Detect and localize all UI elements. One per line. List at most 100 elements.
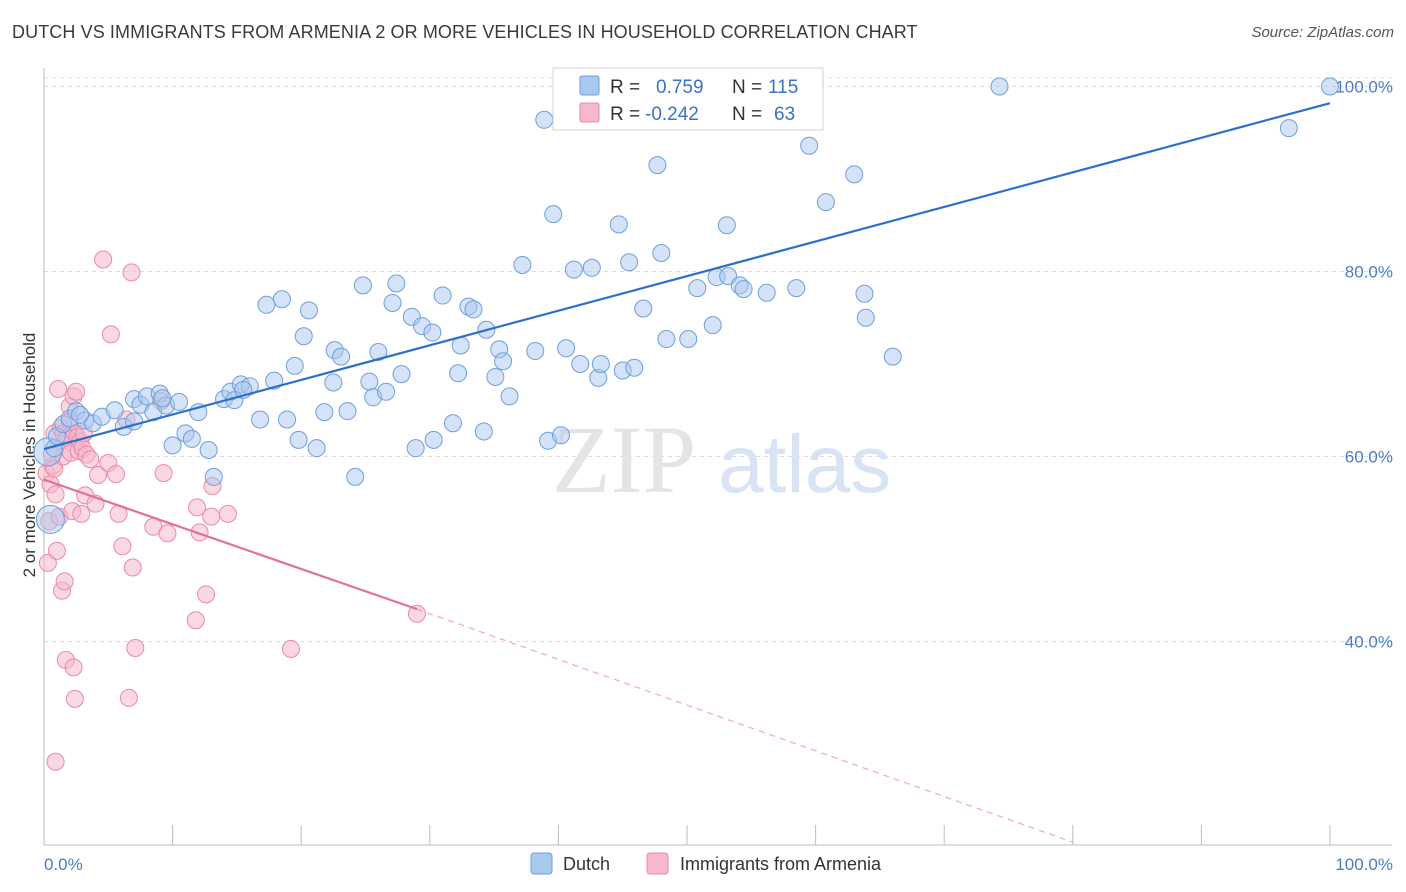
dutch-point <box>474 422 493 441</box>
watermark-zip: ZIP <box>552 406 696 513</box>
dutch-point <box>251 410 270 429</box>
y-tick-label: 100.0% <box>1335 78 1393 97</box>
dutch-point <box>551 426 570 445</box>
dutch-point <box>289 430 308 449</box>
dutch-point <box>591 355 610 373</box>
dutch-point <box>652 244 671 262</box>
top-legend: R = 0.759 N = 115 R = -0.242 N = 63 <box>552 67 824 131</box>
dutch-point <box>443 414 462 433</box>
armenia-point <box>197 585 216 604</box>
armenia-point <box>407 604 426 623</box>
dutch-point <box>500 387 519 406</box>
bottom-legend-swatch-armenia <box>646 852 669 875</box>
armenia-point <box>123 558 142 577</box>
y-tick-label: 60.0% <box>1345 448 1393 467</box>
armenia-point <box>47 541 66 560</box>
dutch-point <box>360 372 379 391</box>
dutch-point <box>513 256 532 275</box>
dutch-point <box>294 327 313 346</box>
dutch-point <box>703 316 722 335</box>
dutch-point <box>1321 77 1339 96</box>
dutch-point <box>424 430 443 449</box>
dutch-point <box>383 293 402 312</box>
armenia-point <box>49 379 68 398</box>
dutch-point <box>406 439 425 458</box>
armenia-point <box>190 523 209 542</box>
armenia-point <box>188 498 207 517</box>
dutch-point <box>315 403 334 422</box>
dutch-point <box>353 276 372 295</box>
armenia-point <box>64 658 83 677</box>
bottom-legend-label-armenia: Immigrants from Armenia <box>680 854 882 874</box>
dutch-point <box>625 358 644 377</box>
dutch-point <box>717 216 736 235</box>
armenia-point <box>186 611 205 630</box>
dutch-point <box>387 274 406 293</box>
dutch-point <box>657 330 676 349</box>
dutch-point <box>35 504 65 534</box>
dutch-point <box>324 373 343 392</box>
dutch-point <box>620 253 639 272</box>
dutch-point <box>369 342 388 361</box>
dutch-point <box>609 215 628 234</box>
dutch-point <box>787 279 806 298</box>
dutch-point <box>392 365 411 384</box>
dutch-point <box>338 402 357 421</box>
dutch-point <box>278 410 297 429</box>
armenia-point <box>38 553 57 572</box>
armenia-point <box>126 638 145 657</box>
armenia-point <box>281 639 300 658</box>
tick-labels: 40.0% 60.0% 80.0% 100.0% 0.0% 100.0% <box>44 78 1393 875</box>
chart-title: DUTCH VS IMMIGRANTS FROM ARMENIA 2 OR MO… <box>12 22 918 42</box>
armenia-point <box>119 688 138 707</box>
watermark-atlas: atlas <box>718 419 891 510</box>
y-tick-label: 40.0% <box>1345 633 1393 652</box>
armenia-point <box>46 485 65 504</box>
armenia-point <box>154 464 173 483</box>
legend-n-value-dutch: 115 <box>768 77 798 98</box>
dutch-point <box>990 77 1009 96</box>
dutch-point <box>204 467 223 486</box>
bottom-legend-swatch-dutch <box>530 852 553 875</box>
dutch-point <box>634 299 653 318</box>
dutch-point <box>272 290 291 309</box>
dutch-point <box>71 405 90 424</box>
watermark: ZIP atlas <box>552 406 891 513</box>
armenia-point <box>72 504 91 523</box>
armenia-point <box>101 325 120 344</box>
dutch-point <box>199 441 218 460</box>
armenia-point <box>89 466 108 484</box>
dutch-point <box>377 382 396 401</box>
dutch-point <box>299 301 318 320</box>
legend-r-label-armenia: R = <box>610 104 640 125</box>
dutch-point <box>423 323 442 342</box>
dutch-point <box>486 367 505 386</box>
dutch-point <box>464 300 483 319</box>
armenia-point <box>55 572 74 591</box>
dutch-point <box>285 356 304 375</box>
armenia-point <box>107 465 126 484</box>
dutch-point <box>433 286 452 305</box>
dutch-point <box>346 467 365 486</box>
dutch-point <box>449 364 468 383</box>
armenia-point <box>67 382 86 401</box>
dutch-points <box>33 77 1339 534</box>
dutch-point <box>816 193 835 212</box>
dutch-point <box>757 283 776 302</box>
trend-lines <box>43 102 1331 843</box>
dutch-point <box>564 260 583 279</box>
dutch-point <box>526 342 545 361</box>
dutch-point <box>307 439 326 458</box>
armenia-point <box>218 504 237 523</box>
dutch-trend-line <box>43 102 1331 451</box>
armenia-point <box>113 537 132 556</box>
dutch-point <box>494 352 513 371</box>
armenia-trend-extension <box>416 608 1074 843</box>
dutch-point <box>257 295 276 314</box>
legend-r-value-armenia: -0.242 <box>645 104 699 125</box>
grid-layer <box>44 77 1392 642</box>
armenia-trend-line <box>43 478 418 611</box>
legend-swatch-dutch <box>579 75 600 96</box>
armenia-point <box>122 263 141 282</box>
